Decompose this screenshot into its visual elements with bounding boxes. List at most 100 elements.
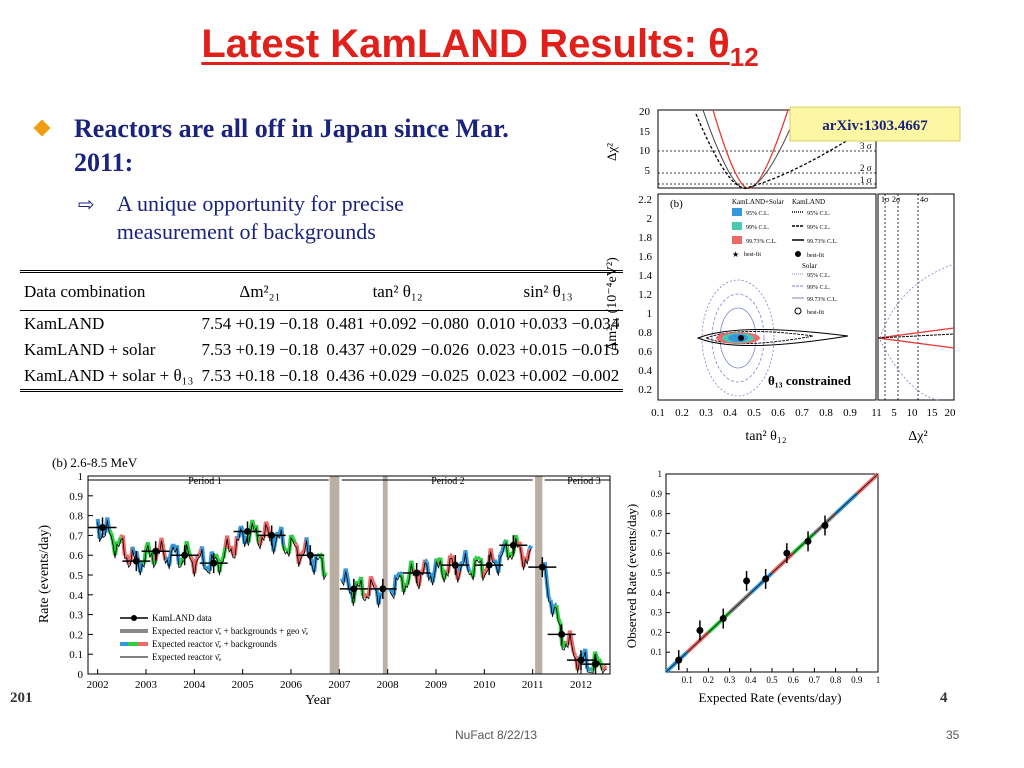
- expected-band: [483, 567, 489, 574]
- data-point: [719, 615, 727, 623]
- arxiv-label: arXiv:1303.4667: [822, 118, 928, 134]
- expected-band: [405, 574, 412, 585]
- expected-band: [527, 544, 533, 551]
- expected-line: [341, 571, 381, 608]
- tick-label: 0.3: [699, 407, 713, 419]
- sigma-label: 3 σ: [860, 141, 872, 151]
- x-axis-label: tan² θ₁₂: [745, 429, 786, 444]
- data-point: [743, 577, 751, 585]
- expected-band: [300, 548, 307, 554]
- expected-band: [491, 557, 496, 562]
- data-point: [804, 537, 812, 545]
- table-cell: 0.436 +0.029 −0.025: [326, 366, 469, 385]
- data-point: [558, 630, 566, 638]
- shutdown-band: [535, 476, 543, 674]
- tick-label: 2003: [135, 679, 158, 691]
- expected-band: [345, 577, 352, 591]
- legend-item: 95% C.L.: [807, 273, 831, 279]
- tick-label: 20: [945, 407, 957, 419]
- table-header: Δm²₂₁: [197, 271, 323, 311]
- expected-band: [184, 540, 191, 551]
- contour-figure: 20 15 10 5 3 σ 2 σ 1 σ Δχ² arXiv:1303.46…: [604, 106, 961, 444]
- tick-label: 2006: [280, 679, 303, 691]
- tick-label: 0.7: [69, 530, 83, 542]
- expected-band: [601, 666, 607, 672]
- table-cell: 7.54 +0.19 −0.18: [201, 314, 319, 333]
- tick-label: 0.9: [651, 489, 663, 499]
- expected-band: [474, 555, 478, 560]
- data-point: [210, 559, 218, 567]
- tick-label: 0.6: [651, 548, 663, 558]
- table-cell: 0.437 +0.029 −0.026: [326, 340, 469, 359]
- legend-swatch: [732, 208, 742, 216]
- sigma-label: 2 σ: [860, 163, 872, 173]
- tick-label: 0.7: [651, 528, 663, 538]
- tick-label: 0.1: [651, 407, 665, 419]
- expected-band: [556, 618, 562, 624]
- legend-item: KamLAND data: [152, 613, 212, 623]
- legend-item: Expected reactor ν̄ₑ + backgrounds + geo…: [152, 626, 309, 636]
- expected-band: [398, 570, 404, 576]
- legend-item: Expected reactor ν̄ₑ + backgrounds: [152, 639, 277, 649]
- tick-label: 0.5: [747, 407, 761, 419]
- y-axis-label: Δm²₂₁ (10⁻⁴eV²): [605, 257, 620, 351]
- data-point: [509, 541, 517, 549]
- tick-label: 15: [927, 407, 939, 419]
- period-label: Period 2: [431, 476, 465, 487]
- legend-item: 99.73% C.L.: [807, 239, 838, 245]
- legend-item: 95% C.L.: [807, 211, 831, 217]
- data-point: [485, 561, 493, 569]
- expected-band: [194, 554, 200, 561]
- rate-vs-year-chart: (b) 2.6-8.5 MeV 0 0.1 0.2 0.3 0.4 0.5 0.6 0.7 0.…: [37, 455, 611, 708]
- tick-label: 0.3: [724, 675, 736, 685]
- table-header: Data combination: [20, 271, 198, 311]
- tick-label: 1.2: [638, 289, 652, 301]
- arrow-bullet-icon: ⇨: [78, 192, 95, 216]
- tick-label: 0.4: [69, 590, 83, 602]
- expected-band: [603, 664, 608, 669]
- tick-label: 2011: [522, 679, 544, 691]
- expected-band: [264, 520, 270, 527]
- data-point: [413, 569, 421, 577]
- expected-band: [370, 580, 377, 587]
- tick-label: 2002: [87, 679, 109, 691]
- tick-label: 2.2: [638, 194, 652, 206]
- tick-label: 0.7: [809, 675, 821, 685]
- tick-label: 0.3: [69, 610, 83, 622]
- table-header: tan² θ₁₂: [322, 271, 473, 311]
- data-point: [379, 585, 387, 593]
- tick-label: 5: [645, 165, 651, 177]
- data-point: [762, 575, 770, 583]
- legend-item: Expected reactor ν̄ₑ: [152, 652, 222, 662]
- tick-label: 2004: [183, 679, 206, 691]
- main-contour-panel: (b) KamLAND+Solar KamLAND 95% C.L. 99% C…: [605, 193, 877, 444]
- right-chi2-panel: 1σ 2σ 4σ 1 5 10 15 20 Δχ²: [876, 193, 957, 444]
- expected-band: [567, 630, 574, 643]
- tick-label: 2: [647, 213, 653, 225]
- expected-band: [569, 642, 576, 654]
- legend-item: best-fit: [807, 252, 824, 259]
- expected-line: [389, 537, 532, 600]
- table-row: KamLAND 7.54 +0.19 −0.18 0.481 +0.092 −0…: [20, 311, 623, 338]
- tick-label: 1: [78, 471, 84, 483]
- expected-band: [455, 570, 462, 581]
- expected-band: [547, 596, 552, 602]
- legend-item: 95% C.L.: [746, 211, 770, 217]
- tick-label: 0.7: [795, 407, 809, 419]
- table-cell: KamLAND + solar: [24, 340, 156, 359]
- tick-label: 1: [876, 407, 882, 419]
- sigma-label: 2σ: [892, 195, 901, 204]
- tick-label: 0.9: [69, 491, 83, 503]
- expected-band: [553, 602, 558, 607]
- tick-label: 0.1: [651, 647, 662, 657]
- right-edge-text: 4: [940, 690, 948, 706]
- legend-item: best-fit: [807, 309, 824, 316]
- expected-band: [368, 575, 375, 583]
- tick-label: 0.4: [638, 365, 652, 377]
- expected-band: [572, 651, 578, 658]
- expected-band: [217, 559, 224, 573]
- bullet-sub-text: A unique opportunity for precise measure…: [116, 191, 404, 244]
- expected-band: [488, 548, 495, 560]
- results-table: Data combination Δm²₂₁ tan² θ₁₂ sin² θ₁₃…: [20, 270, 624, 392]
- tick-label: 0.6: [69, 550, 83, 562]
